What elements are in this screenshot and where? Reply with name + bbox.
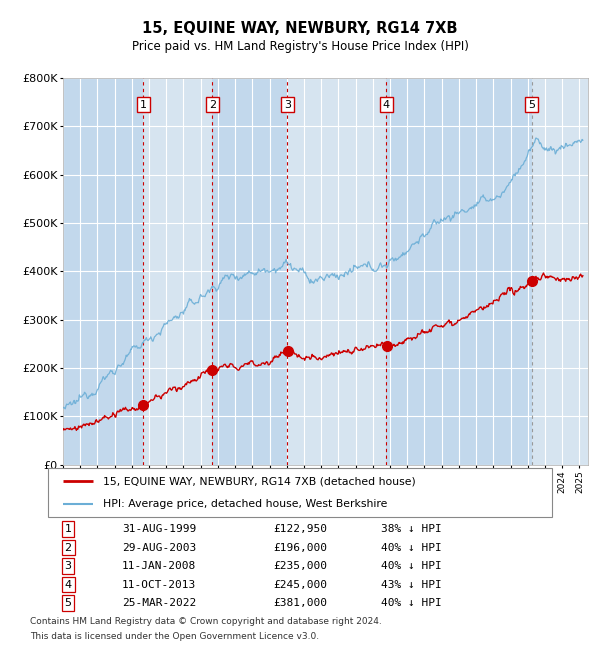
Text: £235,000: £235,000 xyxy=(273,561,327,571)
Text: 2: 2 xyxy=(65,543,72,552)
Text: £196,000: £196,000 xyxy=(273,543,327,552)
Text: 4: 4 xyxy=(65,580,72,590)
FancyBboxPatch shape xyxy=(48,468,552,517)
Bar xyxy=(386,78,532,465)
Text: 25-MAR-2022: 25-MAR-2022 xyxy=(122,598,196,608)
Text: 31-AUG-1999: 31-AUG-1999 xyxy=(122,525,196,534)
Text: 1: 1 xyxy=(140,99,147,110)
Text: 40% ↓ HPI: 40% ↓ HPI xyxy=(380,543,441,552)
Text: 11-OCT-2013: 11-OCT-2013 xyxy=(122,580,196,590)
Bar xyxy=(532,78,588,465)
Text: 15, EQUINE WAY, NEWBURY, RG14 7XB (detached house): 15, EQUINE WAY, NEWBURY, RG14 7XB (detac… xyxy=(103,476,416,486)
Text: 5: 5 xyxy=(528,99,535,110)
Text: HPI: Average price, detached house, West Berkshire: HPI: Average price, detached house, West… xyxy=(103,499,388,508)
Text: 40% ↓ HPI: 40% ↓ HPI xyxy=(380,598,441,608)
Text: 1: 1 xyxy=(65,525,71,534)
Text: 4: 4 xyxy=(383,99,390,110)
Text: £122,950: £122,950 xyxy=(273,525,327,534)
Text: 5: 5 xyxy=(65,598,71,608)
Text: This data is licensed under the Open Government Licence v3.0.: This data is licensed under the Open Gov… xyxy=(30,632,319,641)
Text: Contains HM Land Registry data © Crown copyright and database right 2024.: Contains HM Land Registry data © Crown c… xyxy=(30,618,382,627)
Text: 38% ↓ HPI: 38% ↓ HPI xyxy=(380,525,441,534)
Bar xyxy=(63,78,143,465)
Text: 40% ↓ HPI: 40% ↓ HPI xyxy=(380,561,441,571)
Text: £381,000: £381,000 xyxy=(273,598,327,608)
Text: 2: 2 xyxy=(209,99,216,110)
Text: 3: 3 xyxy=(284,99,291,110)
Text: 29-AUG-2003: 29-AUG-2003 xyxy=(122,543,196,552)
Bar xyxy=(212,78,287,465)
Text: Price paid vs. HM Land Registry's House Price Index (HPI): Price paid vs. HM Land Registry's House … xyxy=(131,40,469,53)
Text: 3: 3 xyxy=(65,561,71,571)
Text: £245,000: £245,000 xyxy=(273,580,327,590)
Text: 43% ↓ HPI: 43% ↓ HPI xyxy=(380,580,441,590)
Bar xyxy=(143,78,212,465)
Bar xyxy=(287,78,386,465)
Text: 15, EQUINE WAY, NEWBURY, RG14 7XB: 15, EQUINE WAY, NEWBURY, RG14 7XB xyxy=(142,21,458,36)
Text: 11-JAN-2008: 11-JAN-2008 xyxy=(122,561,196,571)
